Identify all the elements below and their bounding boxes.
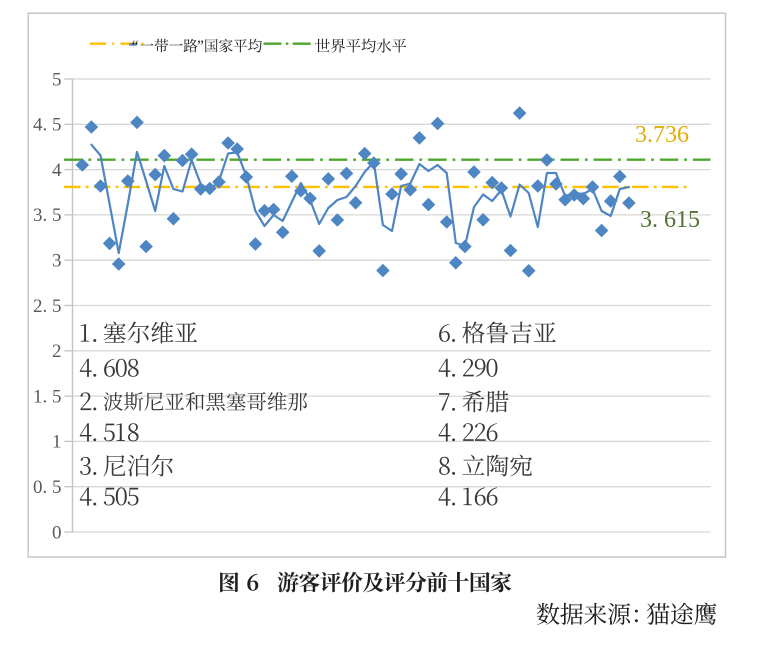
svg-text:“: “ xyxy=(132,38,139,55)
svg-text:0. 5: 0. 5 xyxy=(33,477,62,498)
svg-text:4. 5: 4. 5 xyxy=(33,115,62,136)
svg-text:”: ” xyxy=(197,38,204,55)
svg-text:3.736: 3.736 xyxy=(635,122,689,148)
svg-text:3: 3 xyxy=(52,251,62,272)
svg-text:0: 0 xyxy=(52,522,62,543)
svg-text:3. 615: 3. 615 xyxy=(640,207,700,233)
svg-text:2. 5: 2. 5 xyxy=(33,296,62,317)
svg-text:4: 4 xyxy=(52,160,62,181)
svg-text:3. 5: 3. 5 xyxy=(33,205,62,226)
svg-text:2: 2 xyxy=(52,341,62,362)
svg-text:5: 5 xyxy=(52,69,62,90)
svg-text:1. 5: 1. 5 xyxy=(33,386,62,407)
svg-text:1: 1 xyxy=(52,432,62,453)
